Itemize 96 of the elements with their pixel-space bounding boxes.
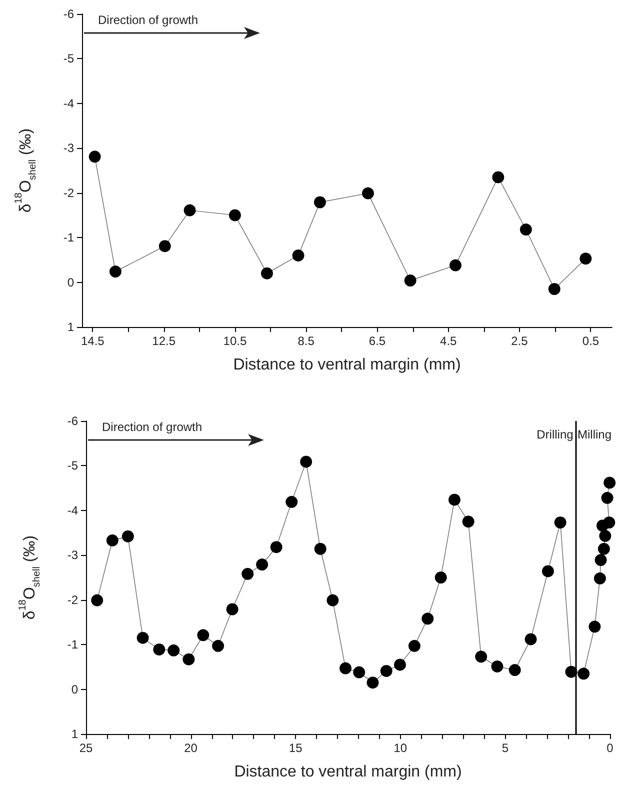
- point: [362, 187, 374, 200]
- x-tick-label: 5: [502, 741, 509, 755]
- point: [182, 653, 195, 666]
- x-tick-label: 0.5: [582, 334, 600, 348]
- y-tick-label: -5: [67, 458, 78, 473]
- point: [314, 196, 326, 208]
- y-axis-title: δ18Oshell (‰): [18, 535, 42, 620]
- point: [168, 644, 180, 656]
- point: [475, 650, 488, 663]
- point: [422, 612, 434, 625]
- point: [106, 534, 118, 546]
- annotation: Direction of growth: [102, 420, 202, 434]
- x-tick-label: 4.5: [440, 334, 458, 348]
- point: [242, 568, 254, 580]
- point: [109, 266, 122, 278]
- point: [380, 664, 392, 677]
- point: [580, 252, 592, 265]
- point: [366, 676, 379, 689]
- point: [197, 629, 210, 642]
- point: [122, 530, 134, 542]
- point: [339, 662, 352, 674]
- point: [184, 204, 196, 216]
- point: [270, 541, 282, 554]
- y-tick-label: -3: [63, 141, 74, 156]
- x-tick-label: 6.5: [368, 334, 386, 348]
- point: [226, 603, 238, 616]
- y-tick-label: -6: [67, 414, 78, 428]
- point: [491, 660, 504, 672]
- y-tick-label: 0: [67, 275, 74, 290]
- point: [286, 496, 298, 508]
- point: [594, 554, 607, 566]
- point: [520, 224, 532, 236]
- annotation: Direction of growth: [98, 13, 198, 27]
- point: [404, 274, 416, 286]
- x-tick-label: 10.5: [223, 334, 247, 348]
- point: [542, 565, 554, 578]
- point: [158, 240, 171, 252]
- x-tick-label: 0: [606, 741, 614, 755]
- point: [565, 666, 578, 678]
- y-tick-label: -6: [63, 7, 74, 21]
- point: [548, 282, 560, 295]
- point: [260, 267, 273, 280]
- x-axis-title: Distance to ventral margin (mm): [233, 356, 461, 374]
- point: [300, 456, 312, 468]
- point: [508, 664, 521, 676]
- point: [492, 171, 504, 184]
- point: [394, 658, 406, 671]
- point: [91, 594, 104, 606]
- y-tick-label: -2: [63, 186, 74, 200]
- point: [212, 640, 224, 652]
- point: [434, 572, 447, 584]
- point: [598, 542, 610, 555]
- point: [588, 620, 601, 633]
- point: [448, 494, 460, 506]
- x-tick-label: 20: [184, 741, 198, 755]
- y-tick-label: -4: [67, 503, 78, 518]
- point: [88, 150, 101, 163]
- point: [408, 640, 420, 652]
- point: [256, 558, 268, 571]
- x-tick-label: 25: [79, 741, 93, 755]
- x-tick-label: 14.5: [80, 334, 105, 348]
- y-tick-label: -1: [63, 230, 74, 245]
- x-tick-label: 2.5: [511, 334, 528, 348]
- point: [462, 516, 474, 528]
- x-tick-label: 8.5: [298, 334, 315, 348]
- annotation: Drilling: [536, 427, 574, 442]
- point: [524, 633, 537, 646]
- y-tick-label: 1: [71, 727, 78, 741]
- x-tick-label: 12.5: [152, 334, 176, 348]
- point: [292, 249, 304, 262]
- y-tick-label: -3: [67, 548, 78, 562]
- point: [599, 530, 612, 542]
- y-axis-title: δ18Oshell (‰): [14, 128, 38, 213]
- point: [554, 516, 566, 528]
- y-tick-label: -2: [67, 592, 78, 607]
- point: [604, 476, 616, 489]
- x-tick-label: 15: [288, 741, 303, 755]
- annotation: Milling: [578, 427, 612, 442]
- point: [450, 259, 462, 272]
- point: [601, 492, 614, 504]
- y-tick-label: -4: [63, 96, 74, 110]
- x-tick-label: 10: [394, 741, 408, 755]
- point: [326, 594, 339, 606]
- y-tick-label: 1: [67, 320, 74, 334]
- y-tick-label: -1: [67, 638, 78, 652]
- x-axis-title: Distance to ventral margin (mm): [234, 764, 462, 780]
- point: [353, 666, 366, 678]
- point: [314, 542, 326, 555]
- y-tick-label: -5: [63, 52, 74, 66]
- point: [578, 668, 590, 680]
- point: [153, 643, 166, 656]
- point: [228, 209, 241, 222]
- y-tick-label: 0: [71, 682, 78, 696]
- point: [594, 572, 606, 584]
- point: [603, 516, 616, 528]
- point: [136, 632, 149, 644]
